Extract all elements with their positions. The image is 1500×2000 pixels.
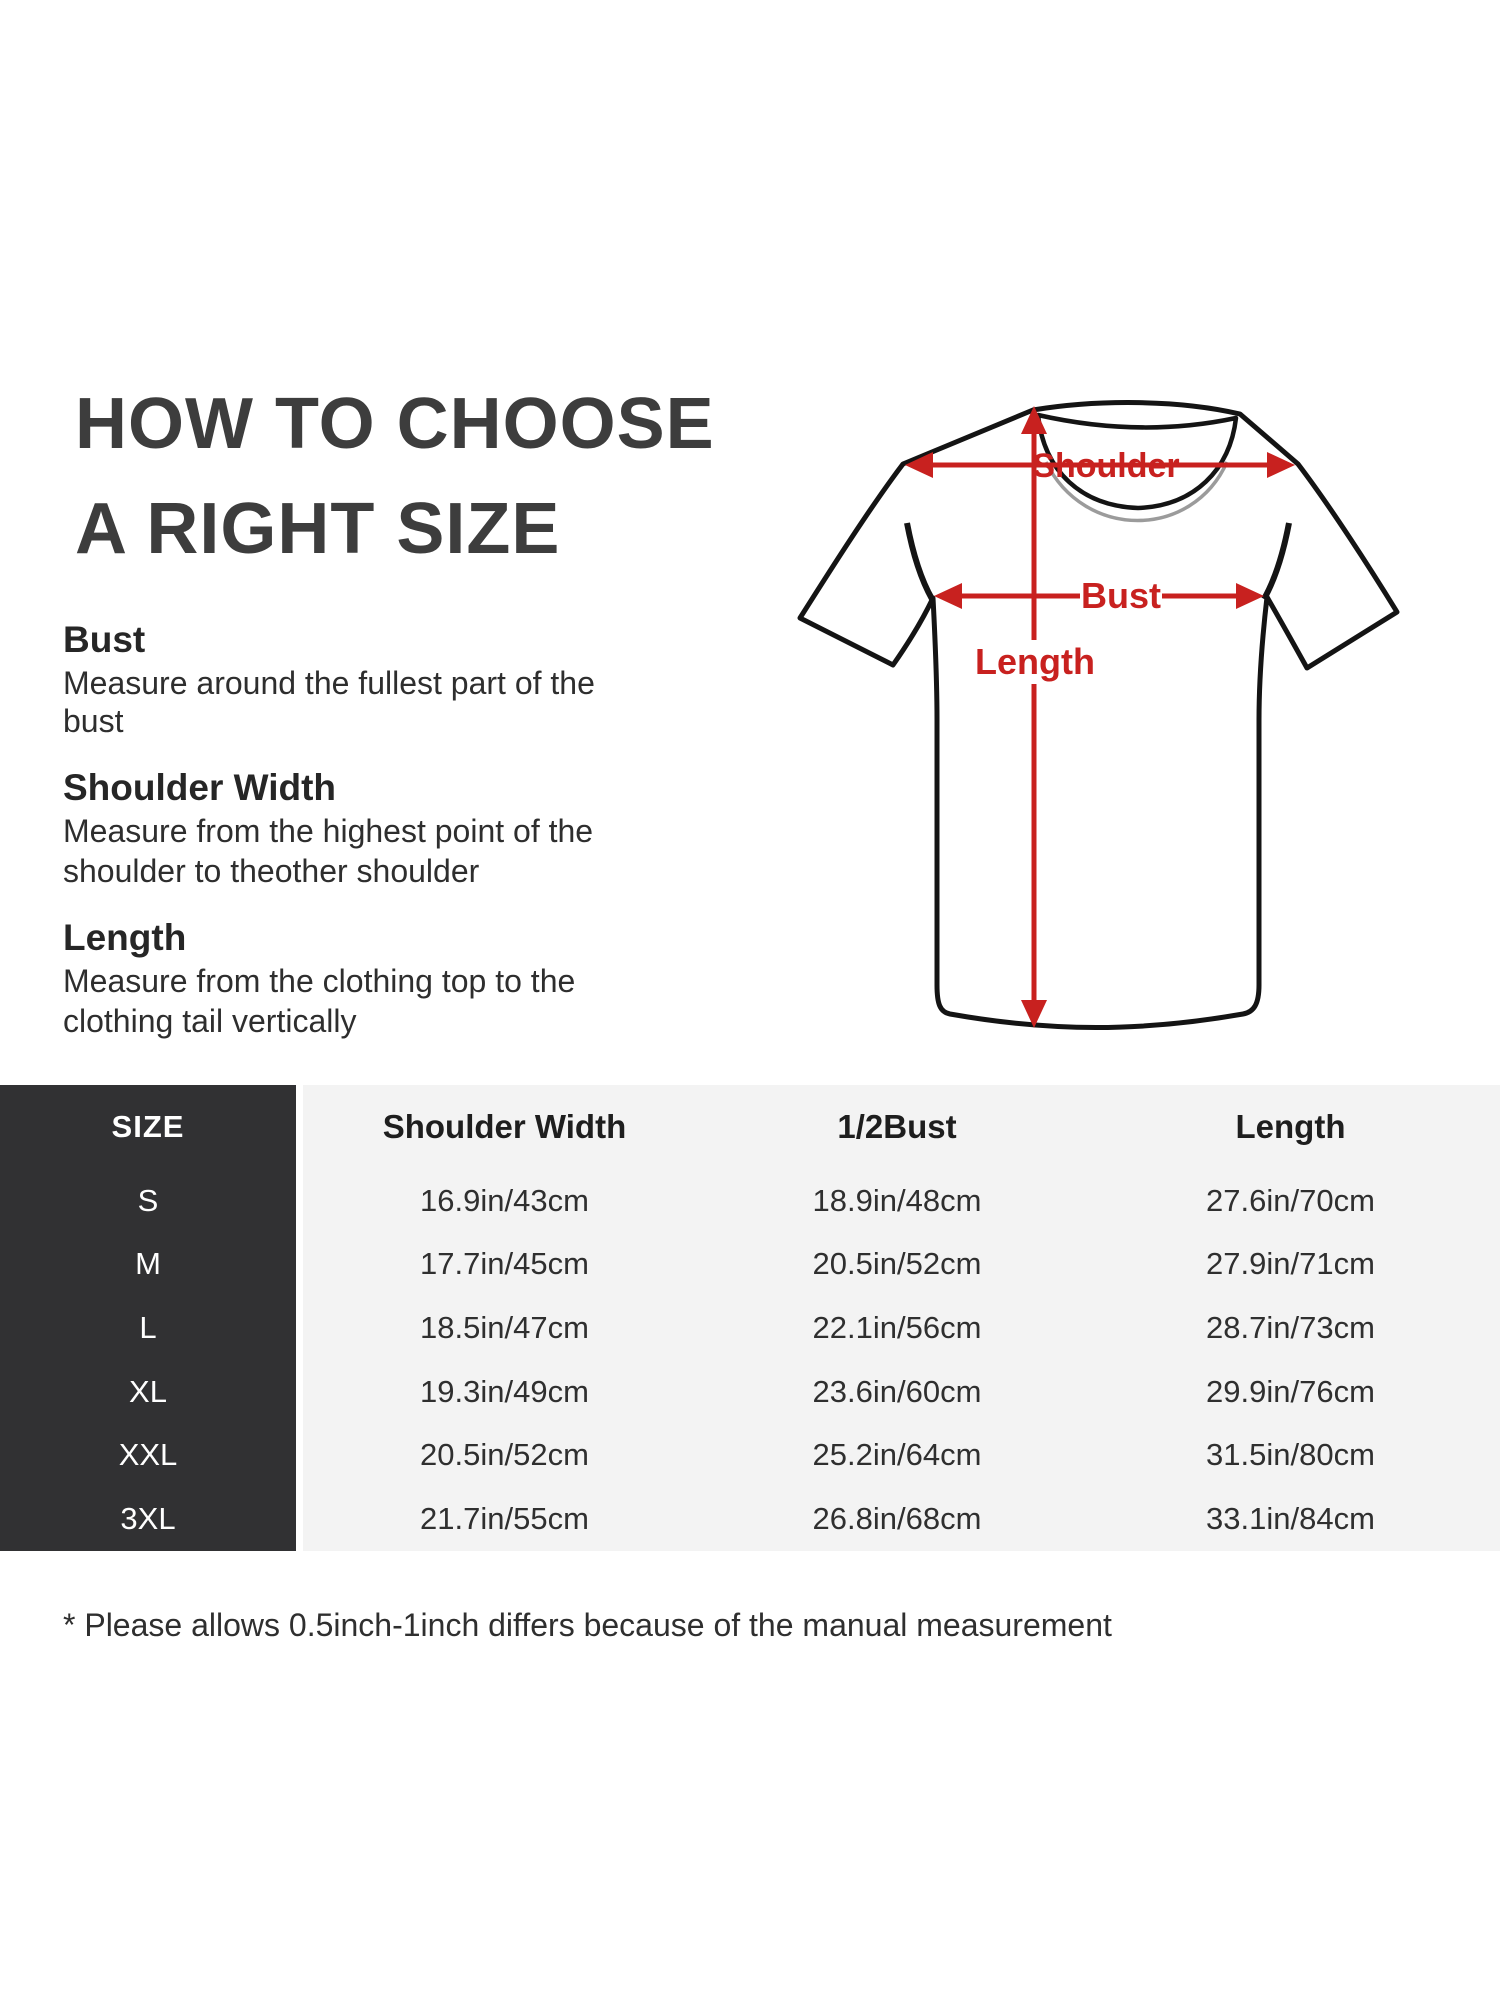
guide-length-text-line2: clothing tail vertically xyxy=(63,1003,357,1039)
shoulder-width-cell: 16.9in/43cm xyxy=(420,1182,589,1218)
tshirt-measurement-diagram: Shoulder Bust Length xyxy=(797,400,1400,1030)
page-title: HOW TO CHOOSE A RIGHT SIZE xyxy=(75,372,715,582)
guide-section-length: Length Measure from the clothing top to … xyxy=(63,916,623,1040)
length-cell: 28.7in/73cm xyxy=(1206,1310,1375,1346)
size-cell: 3XL xyxy=(120,1501,176,1537)
half-bust-cell: 25.2in/64cm xyxy=(812,1437,982,1473)
bust-arrow-label: Bust xyxy=(1081,575,1161,616)
length-arrow xyxy=(1021,406,1047,1028)
length-cell: 29.9in/76cm xyxy=(1206,1373,1375,1409)
size-cell: S xyxy=(137,1182,159,1218)
shoulder-width-cell: 20.5in/52cm xyxy=(420,1437,589,1473)
armhole-seam-right xyxy=(1261,522,1292,601)
shoulder-width-cell: 21.7in/55cm xyxy=(420,1501,589,1537)
size-column-background xyxy=(0,1085,296,1551)
guide-length-heading: Length xyxy=(63,917,187,958)
guide-length-text-line1: Measure from the clothing top to the xyxy=(63,963,576,999)
guide-bust-text: Measure around the fullest part of the b… xyxy=(63,665,595,739)
bust-arrow xyxy=(934,583,1264,609)
size-cell: L xyxy=(139,1310,157,1346)
length-cell: 27.6in/70cm xyxy=(1206,1182,1375,1218)
length-cell: 31.5in/80cm xyxy=(1206,1437,1375,1473)
half-bust-cell: 18.9in/48cm xyxy=(812,1182,982,1218)
size-cell: XL xyxy=(129,1373,167,1409)
length-arrow-label: Length xyxy=(975,641,1095,682)
page-title-line2: A RIGHT SIZE xyxy=(75,489,561,569)
shoulder-arrow-label: Shoulder xyxy=(1032,447,1179,485)
tshirt-outline xyxy=(797,400,1400,1030)
column-header-length: Length xyxy=(1235,1108,1346,1145)
size-cell: M xyxy=(135,1246,161,1282)
column-header-size: SIZE xyxy=(111,1109,185,1144)
shoulder-width-cell: 18.5in/47cm xyxy=(420,1310,589,1346)
half-bust-cell: 26.8in/68cm xyxy=(812,1501,982,1537)
length-cell: 27.9in/71cm xyxy=(1206,1246,1375,1282)
column-header-half-bust: 1/2Bust xyxy=(837,1108,957,1145)
guide-shoulder-text-line1: Measure from the highest point of the xyxy=(63,813,594,849)
collar-opening xyxy=(1035,412,1239,511)
measurement-disclaimer: * Please allows 0.5inch-1inch differs be… xyxy=(63,1607,1112,1643)
measure-guide: Bust Measure around the fullest part of … xyxy=(63,618,623,1066)
shoulder-arrow xyxy=(905,452,1295,478)
page-title-line1: HOW TO CHOOSE xyxy=(75,384,715,464)
size-table-grid: SIZE Shoulder Width 1/2Bust Length S 16.… xyxy=(0,1085,1500,1551)
shoulder-width-cell: 17.7in/45cm xyxy=(420,1246,589,1282)
armhole-seam-left xyxy=(904,522,935,601)
shoulder-width-cell: 19.3in/49cm xyxy=(420,1373,589,1409)
length-cell: 33.1in/84cm xyxy=(1206,1501,1375,1537)
guide-bust-heading: Bust xyxy=(63,619,146,660)
guide-section-bust: Bust Measure around the fullest part of … xyxy=(63,618,623,740)
half-bust-cell: 20.5in/52cm xyxy=(812,1246,982,1282)
table-body-background xyxy=(303,1085,1500,1551)
guide-shoulder-text-line2: shoulder to theother shoulder xyxy=(63,853,480,889)
guide-section-shoulder: Shoulder Width Measure from the highest … xyxy=(63,766,623,890)
collar-back-line xyxy=(1044,461,1229,523)
size-table: SIZE Shoulder Width 1/2Bust Length S 16.… xyxy=(0,1085,1500,1551)
guide-shoulder-heading: Shoulder Width xyxy=(63,767,337,808)
half-bust-cell: 23.6in/60cm xyxy=(812,1373,982,1409)
half-bust-cell: 22.1in/56cm xyxy=(812,1310,982,1346)
size-cell: XXL xyxy=(118,1437,178,1473)
column-header-shoulder-width: Shoulder Width xyxy=(382,1108,627,1145)
